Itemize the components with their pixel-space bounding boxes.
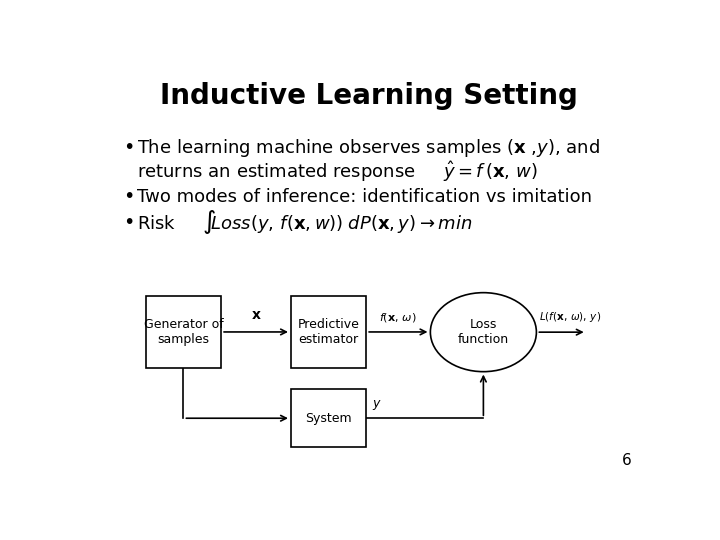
Text: Inductive Learning Setting: Inductive Learning Setting [160, 82, 578, 110]
Text: $f(\mathbf{x},\,\omega)$: $f(\mathbf{x},\,\omega)$ [379, 310, 417, 323]
Text: •: • [124, 138, 135, 158]
Bar [291, 295, 366, 368]
Text: •: • [124, 187, 135, 206]
Text: $L(f(\mathbf{x},\,\omega),\,y)$: $L(f(\mathbf{x},\,\omega),\,y)$ [539, 310, 601, 324]
Circle shape [431, 293, 536, 372]
Text: $y$: $y$ [372, 398, 382, 412]
Text: The learning machine observes samples ($\mathbf{x}$ ,$y$), and: The learning machine observes samples ($… [138, 137, 600, 159]
Text: returns an estimated response     $\hat{y} = f\,(\mathbf{x},\, w)$: returns an estimated response $\hat{y} =… [138, 159, 539, 184]
Text: Risk     $\int\!\!Loss(y,\,f(\mathbf{x},w))\;dP(\mathbf{x},y)\rightarrow min$: Risk $\int\!\!Loss(y,\,f(\mathbf{x},w))\… [138, 208, 473, 237]
Text: System: System [305, 411, 352, 425]
Text: Loss
function: Loss function [458, 318, 509, 346]
Text: Two modes of inference: identification vs imitation: Two modes of inference: identification v… [138, 188, 593, 206]
Text: Predictive
estimator: Predictive estimator [297, 318, 359, 346]
Text: $\mathbf{x}$: $\mathbf{x}$ [251, 308, 261, 321]
Text: Generator of
samples: Generator of samples [143, 318, 223, 346]
Text: 6: 6 [621, 453, 631, 468]
Text: •: • [124, 213, 135, 232]
Bar [145, 295, 221, 368]
Bar [291, 389, 366, 447]
